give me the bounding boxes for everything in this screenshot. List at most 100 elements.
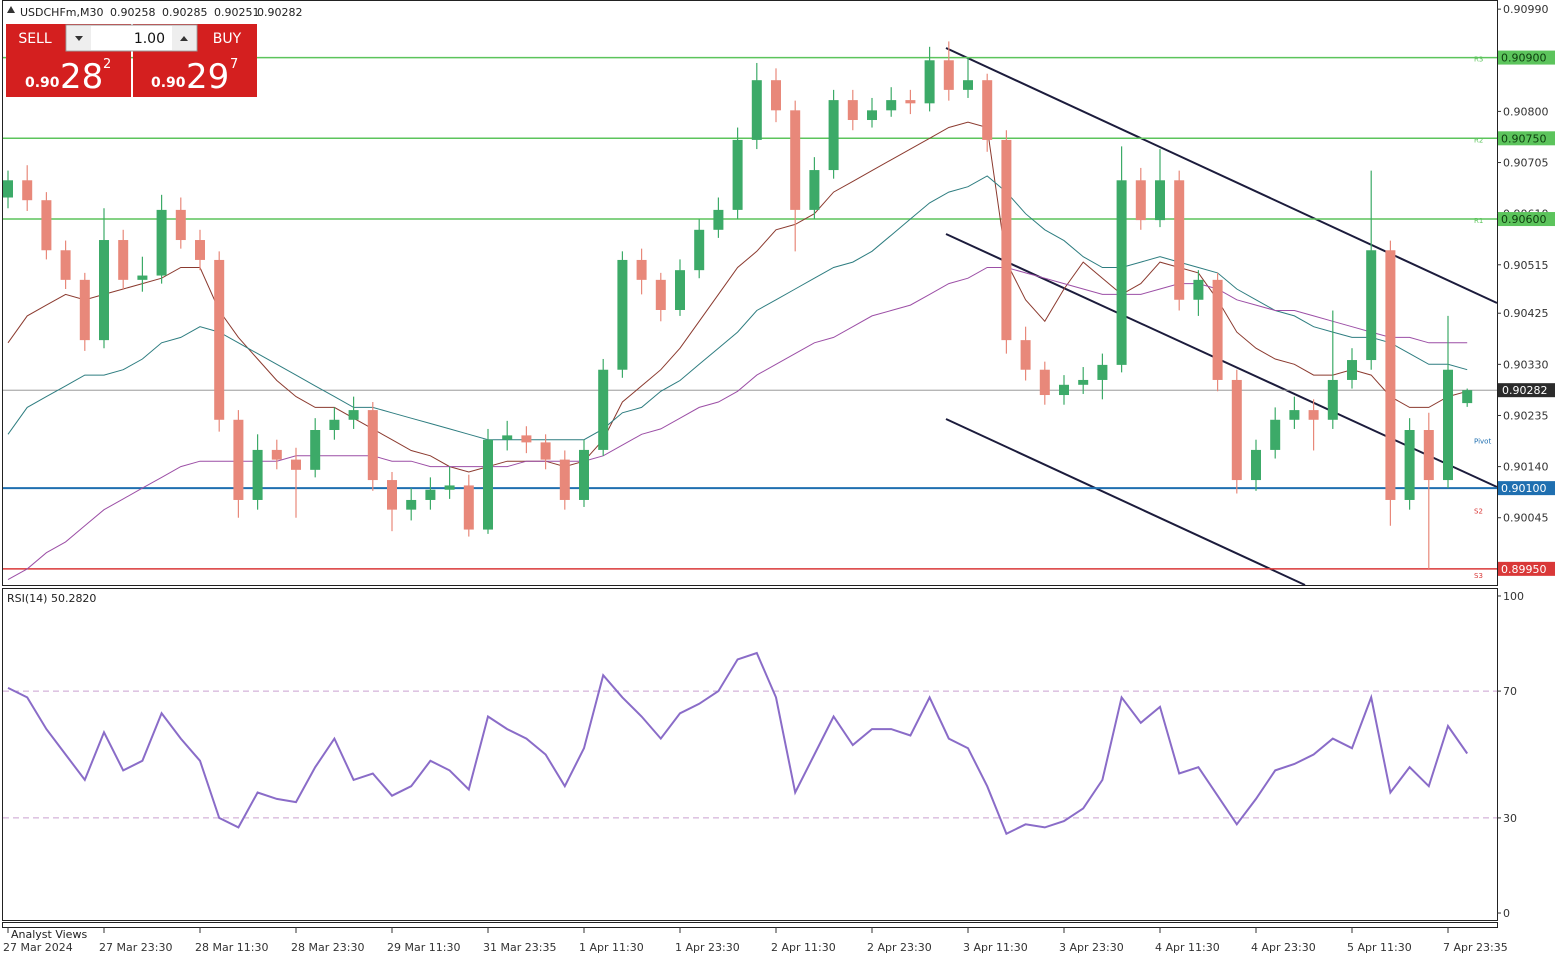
level-label: 0.90600	[1501, 213, 1547, 226]
candle-body	[271, 449, 282, 460]
plot-layer: 0.909900.908000.907050.906100.905150.904…	[3, 3, 1555, 954]
arrow-up	[180, 36, 188, 41]
pivot-tag: R3	[1474, 56, 1483, 64]
candle-body	[1059, 384, 1069, 396]
candle-body	[156, 209, 167, 276]
x-tick-label: 2 Apr 11:30	[771, 941, 836, 954]
candle-body	[367, 410, 378, 481]
current-price-label: 0.90282	[1502, 384, 1548, 397]
candle-body	[348, 410, 359, 420]
candle-body	[483, 439, 493, 530]
arrow-down	[75, 36, 83, 41]
ask-prefix: 0.90	[151, 75, 186, 91]
one-click-trading: SELL BUY 1.00 0.90 28 2 0.90 29 7	[6, 24, 257, 97]
candle-body	[886, 100, 897, 111]
ohlc-open: 0.90258	[110, 6, 156, 19]
buy-label[interactable]: BUY	[213, 31, 242, 47]
candle-body	[809, 170, 820, 210]
rsi-title: RSI(14) 50.2820	[7, 592, 96, 605]
x-tick-label: 4 Apr 11:30	[1155, 941, 1220, 954]
collapse-icon[interactable]	[7, 6, 15, 13]
candle-body	[1097, 364, 1108, 380]
y-tick-label: 0.90990	[1503, 3, 1549, 16]
candle-body	[463, 485, 474, 530]
candle-body	[867, 110, 877, 121]
level-label-box	[1498, 131, 1555, 146]
x-tick-label: 7 Apr 23:35	[1443, 941, 1508, 954]
candle-body	[195, 240, 205, 260]
sell-label[interactable]: SELL	[18, 31, 52, 47]
channel-line	[945, 47, 1498, 304]
x-tick-label: 1 Apr 11:30	[579, 941, 644, 954]
candle-body	[1347, 360, 1357, 380]
y-tick-label: 70	[1503, 685, 1517, 698]
candle-body	[771, 80, 781, 111]
rsi-line	[7, 651, 1469, 836]
ask-main: 29	[186, 57, 229, 97]
candle-body	[943, 60, 954, 90]
y-tick-label: 100	[1503, 590, 1524, 603]
moving-average	[7, 121, 1468, 473]
candle-body	[924, 60, 935, 104]
candle-body	[1366, 250, 1377, 361]
ohlc-high: 0.90285	[162, 6, 208, 19]
candle-body	[406, 499, 417, 510]
x-tick-label: 28 Mar 11:30	[195, 941, 268, 954]
candle-body	[1135, 180, 1146, 221]
candle-body	[1193, 279, 1204, 300]
candle-body	[1443, 369, 1453, 481]
lot-value[interactable]: 1.00	[134, 31, 165, 47]
bid-main: 28	[60, 57, 103, 97]
candle-body	[175, 209, 186, 241]
candle-body	[425, 489, 436, 500]
y-tick-label: 0.90800	[1503, 105, 1549, 118]
candle-body	[617, 259, 628, 370]
y-tick-label: 0.90045	[1503, 512, 1549, 525]
candle-body	[41, 200, 52, 251]
candle-body	[1251, 449, 1261, 481]
candle-body	[60, 250, 71, 280]
candle-body	[1039, 369, 1050, 396]
candle-body	[1116, 180, 1127, 365]
x-tick-label: 1 Apr 23:30	[675, 941, 740, 954]
moving-average	[7, 267, 1468, 581]
candle-body	[3, 180, 13, 198]
candle-body	[1270, 419, 1281, 450]
analyst-views-tab[interactable]: Analyst Views	[11, 928, 87, 941]
rsi-pane-frame	[2, 588, 1498, 921]
x-tick-label: 2 Apr 23:30	[867, 941, 932, 954]
candle-body	[598, 369, 609, 450]
candle-body	[1308, 410, 1319, 420]
candle-body	[1462, 390, 1473, 404]
x-tick-label: 31 Mar 23:35	[483, 941, 556, 954]
x-tick-label: 27 Mar 2024	[3, 941, 73, 954]
candle-body	[655, 279, 666, 310]
x-tick-label: 5 Apr 11:30	[1347, 941, 1412, 954]
candle-body	[1001, 139, 1012, 341]
bid-sup: 2	[103, 57, 111, 72]
candle-body	[847, 100, 858, 121]
candle-body	[252, 449, 263, 500]
candle-body	[214, 259, 225, 420]
pivot-tag: S2	[1474, 508, 1483, 516]
candle-body	[828, 100, 839, 171]
candle-body	[1020, 340, 1031, 370]
ask-sup: 7	[230, 57, 238, 72]
candle-body	[22, 180, 33, 201]
candle-body	[1404, 430, 1415, 500]
bottom-pane-frame	[2, 922, 1498, 928]
candle-body	[636, 259, 647, 280]
candle-body	[675, 270, 685, 310]
y-tick-label: 0.90705	[1503, 157, 1549, 170]
y-tick-label: 0.90515	[1503, 259, 1549, 272]
candle-body	[1078, 379, 1089, 385]
candle-body	[1327, 379, 1338, 420]
pivot-tag: Pivot	[1474, 438, 1491, 446]
current-price-box	[1498, 383, 1555, 398]
y-tick-label: 0	[1503, 907, 1510, 920]
level-label-box	[1498, 481, 1555, 496]
candle-body	[1174, 180, 1185, 300]
candle-body	[713, 209, 724, 230]
